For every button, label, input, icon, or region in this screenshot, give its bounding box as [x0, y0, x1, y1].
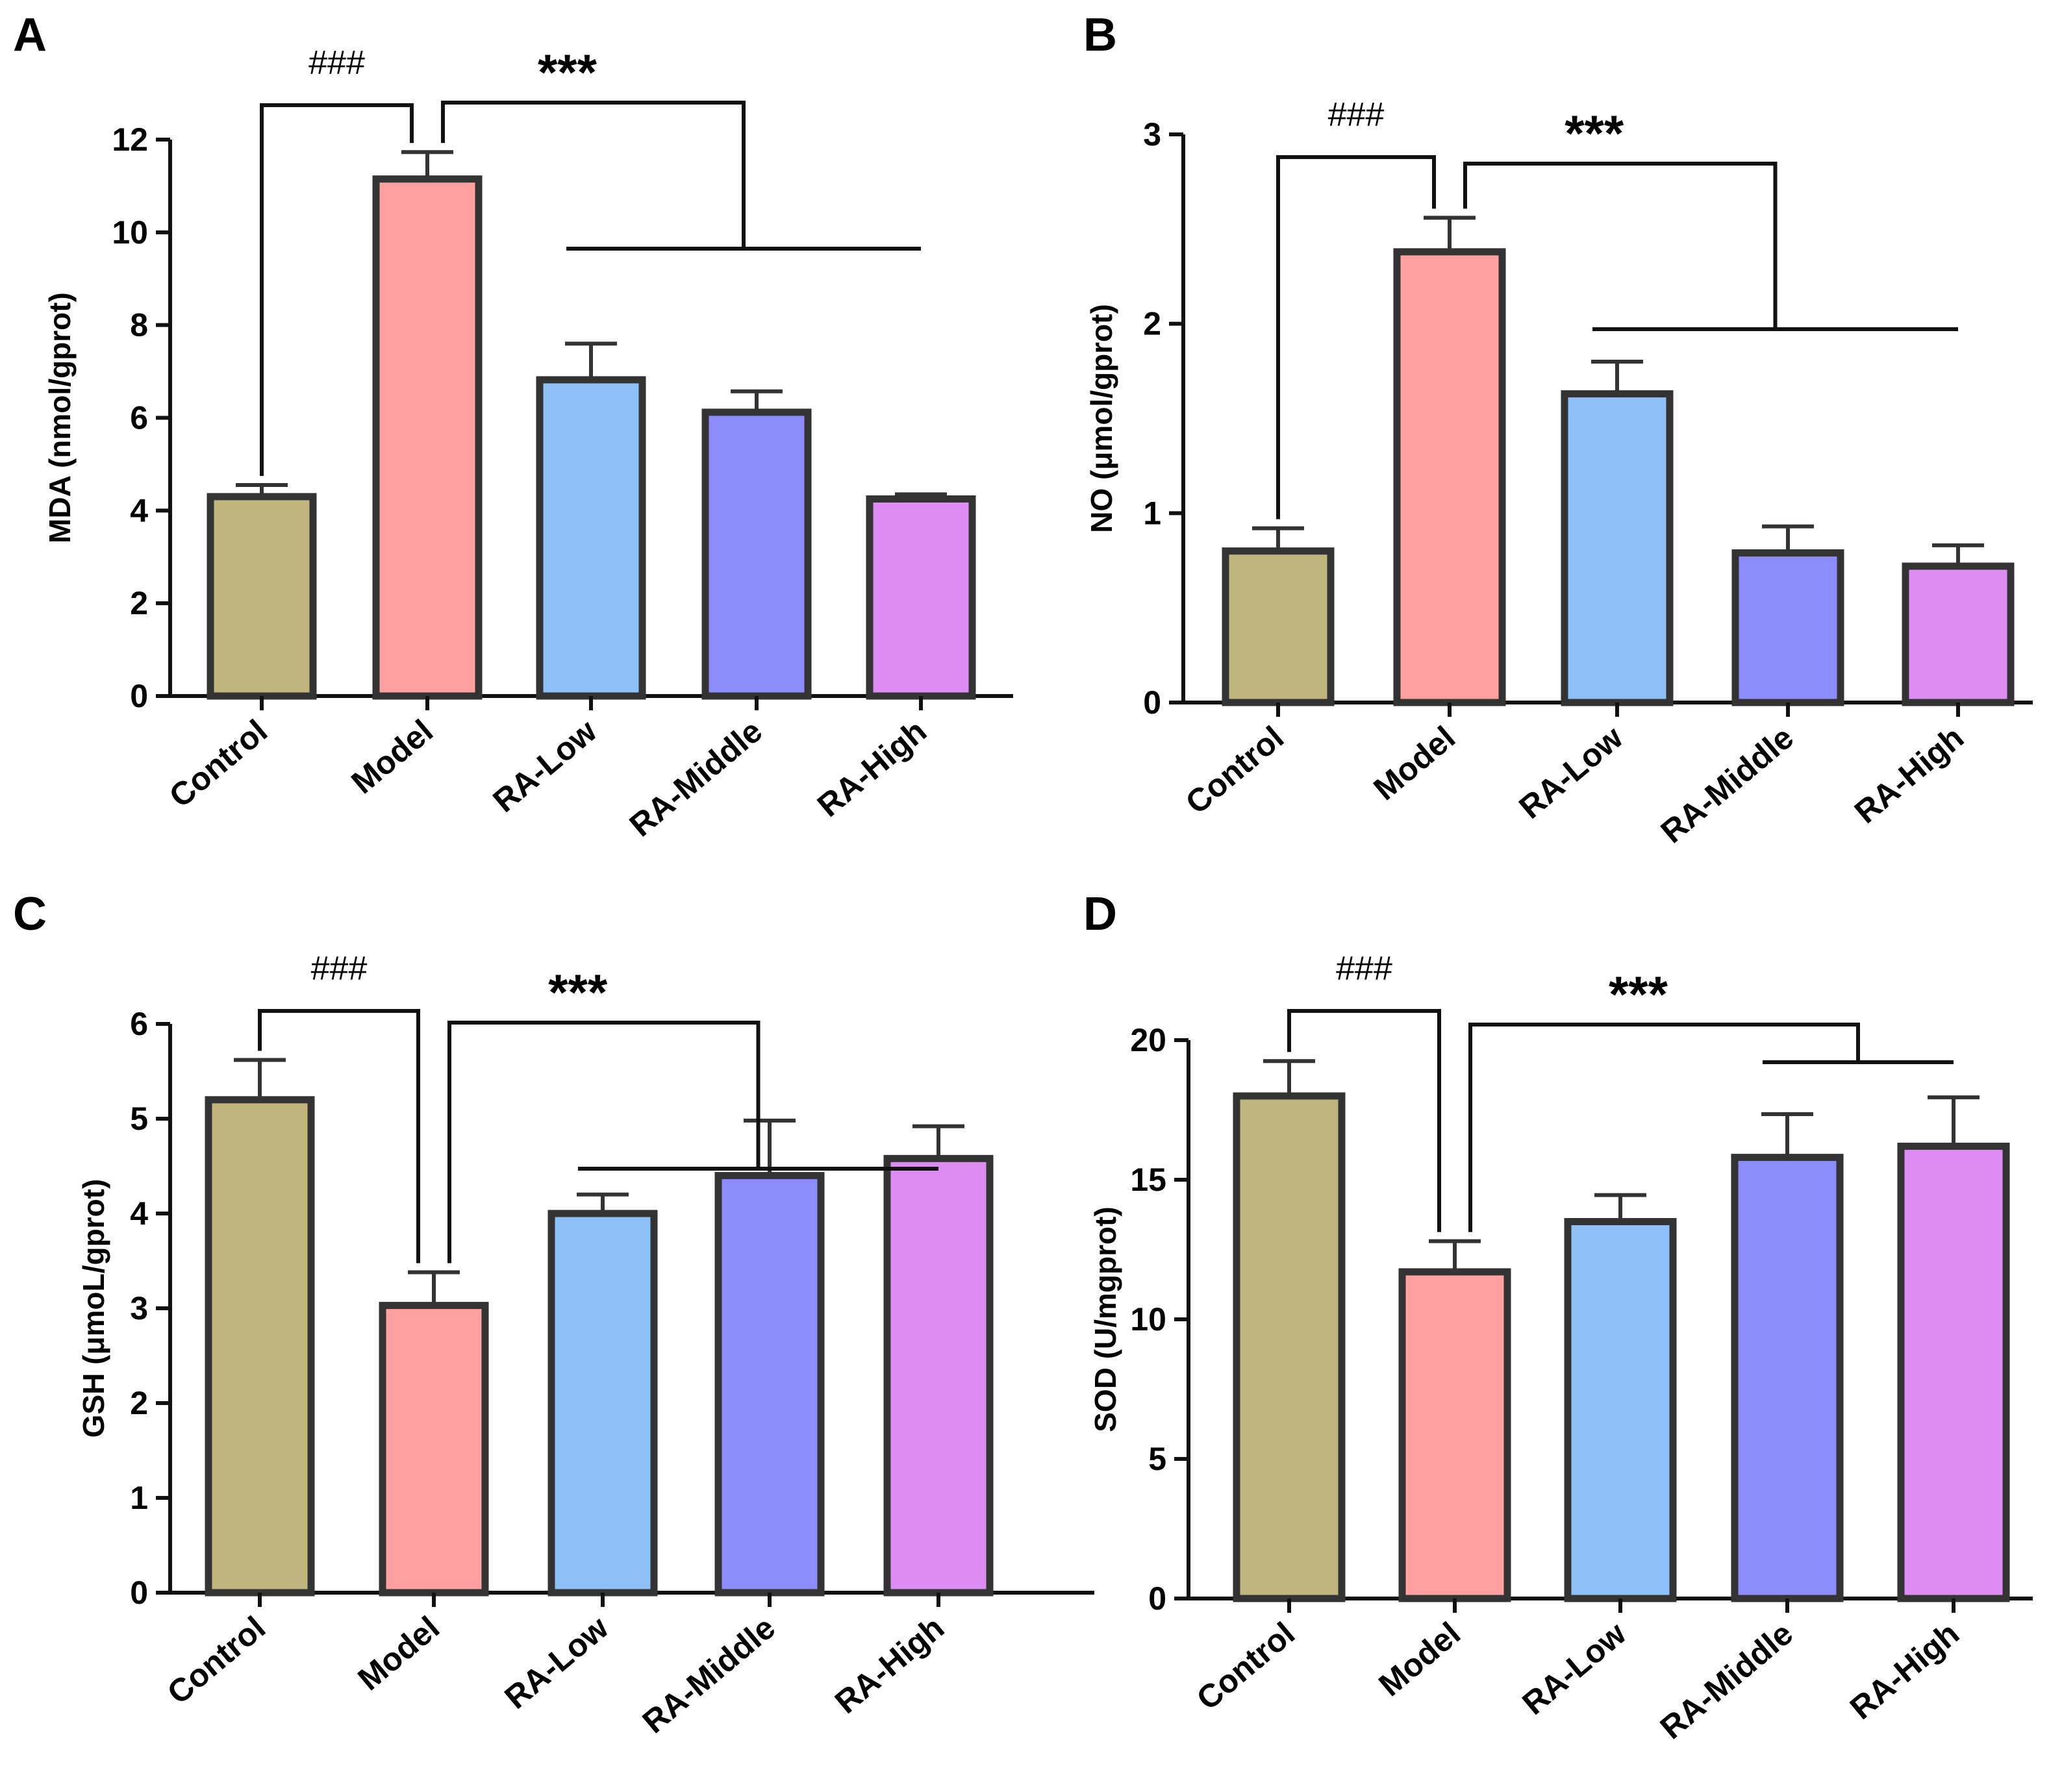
y-tick-label: 3 — [130, 1290, 148, 1326]
y-axis-title: MDA (nmol/gprot) — [43, 292, 77, 543]
bar-ra-middle — [714, 1172, 825, 1597]
sig-bracket-model-treatments — [1468, 1023, 1860, 1232]
bar-model — [379, 1302, 489, 1597]
y-tick-label: 20 — [1130, 1022, 1166, 1058]
bar-ra-low — [1564, 1218, 1677, 1602]
panel-letter: C — [13, 888, 47, 940]
sig-label-hash: ### — [1336, 950, 1392, 988]
y-tick-label: 0 — [1143, 684, 1161, 721]
bar-ra-middle — [701, 408, 812, 700]
y-tick-label: 2 — [130, 1385, 148, 1421]
y-tick-label: 5 — [130, 1101, 148, 1137]
bar-ra-low — [536, 376, 646, 700]
bar-ra-middle — [1731, 1154, 1844, 1602]
sig-label-hash: ### — [308, 44, 365, 82]
sig-bracket-model-treatments — [441, 101, 746, 249]
y-tick-label: 4 — [130, 1195, 148, 1232]
bar-ra-low — [547, 1210, 658, 1597]
y-tick-label: 3 — [1143, 116, 1161, 153]
y-tick-label: 4 — [130, 492, 148, 529]
y-tick-label: 1 — [130, 1480, 148, 1516]
y-tick-label: 0 — [1148, 1580, 1166, 1617]
y-tick-label: 6 — [130, 400, 148, 436]
y-tick-label: 1 — [1143, 495, 1161, 531]
panel-letter: A — [13, 9, 47, 61]
y-tick-label: 0 — [130, 1574, 148, 1611]
bar-ra-high — [883, 1154, 994, 1597]
bar-model — [1393, 248, 1506, 706]
panel-letter: D — [1083, 888, 1117, 940]
sig-label-stars: *** — [1565, 105, 1624, 162]
bar-control — [205, 1096, 315, 1597]
bar-ra-high — [1897, 1142, 2010, 1602]
y-tick-label: 0 — [130, 678, 148, 714]
y-tick-label: 10 — [112, 214, 148, 251]
sig-label-hash: ### — [311, 950, 368, 988]
bar-ra-high — [866, 495, 976, 700]
bar-ra-high — [1902, 562, 2015, 706]
sig-bracket-control-model — [258, 1009, 420, 1263]
bar-ra-low — [1561, 390, 1674, 706]
bar-control — [1233, 1092, 1346, 1602]
sig-label-stars: *** — [548, 964, 608, 1021]
y-axis-title: GSH (μmoL/gprot) — [77, 1179, 110, 1438]
y-axis-title: SOD (U/mgprot) — [1088, 1206, 1122, 1432]
bar-model — [1398, 1268, 1511, 1602]
sig-bracket-control-model — [1276, 155, 1436, 519]
sig-label-stars: *** — [1609, 965, 1668, 1023]
sig-bracket-control-model — [260, 103, 414, 477]
y-tick-label: 15 — [1130, 1162, 1166, 1198]
y-tick-label: 2 — [130, 585, 148, 621]
sig-bracket-control-model — [1287, 1009, 1441, 1232]
sig-bracket-model-treatments — [447, 1021, 761, 1263]
y-tick-label: 5 — [1148, 1441, 1166, 1477]
y-tick-label: 10 — [1130, 1301, 1166, 1338]
y-tick-label: 8 — [130, 307, 148, 343]
panel-letter: B — [1083, 9, 1117, 61]
bar-control — [207, 493, 317, 700]
sig-label-stars: *** — [538, 44, 597, 101]
y-tick-label: 12 — [112, 121, 148, 158]
sig-label-hash: ### — [1328, 96, 1385, 134]
bar-control — [1222, 547, 1335, 706]
bar-model — [372, 175, 483, 700]
y-axis-title: NO (μmol/gprot) — [1085, 304, 1118, 533]
bar-ra-middle — [1731, 549, 1844, 706]
sig-bracket-model-treatments — [1463, 162, 1778, 329]
y-tick-label: 6 — [130, 1006, 148, 1042]
y-tick-label: 2 — [1143, 306, 1161, 342]
